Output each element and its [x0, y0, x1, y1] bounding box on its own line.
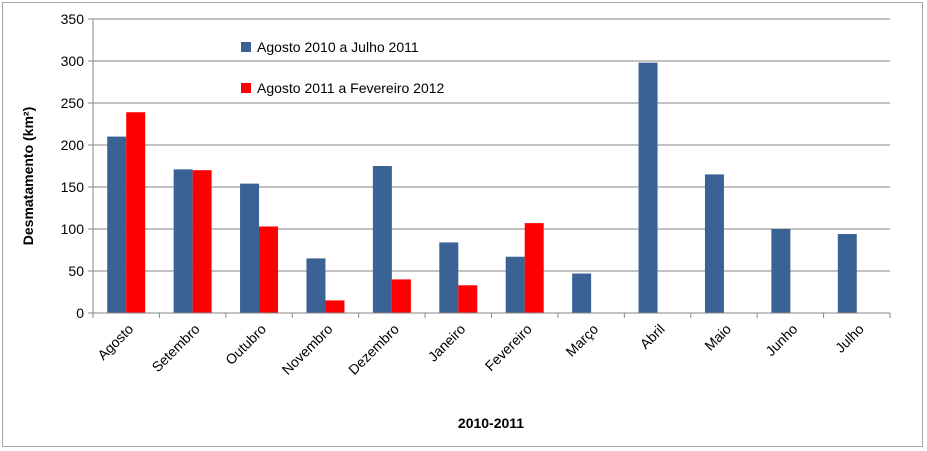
legend: Agosto 2010 a Julho 2011 Agosto 2011 a F…	[241, 39, 445, 96]
gridlines	[93, 18, 890, 272]
bar-series-1-junho	[771, 229, 791, 313]
bar-series-1-outubro	[240, 183, 260, 313]
x-tick-label: Setembro	[149, 321, 203, 375]
x-tick-label: Julho	[832, 321, 867, 356]
bar-series-2-janeiro	[458, 285, 478, 313]
axes	[92, 19, 890, 314]
y-tick-label: 100	[61, 221, 85, 237]
bar-series-2-fevereiro	[524, 223, 544, 313]
y-tick-label: 250	[61, 95, 85, 111]
x-tick-label: Fevereiro	[482, 321, 535, 374]
y-tick-label: 200	[61, 137, 85, 153]
bar-series-1-fevereiro	[505, 256, 525, 313]
y-tick-label: 350	[61, 11, 85, 27]
x-tick-label: Janeiro	[425, 321, 469, 365]
y-axis-title: Desmatamento (km²)	[20, 107, 36, 245]
y-tick-label: 0	[76, 305, 84, 321]
x-tick-label: Maio	[701, 321, 734, 354]
x-tick-label: Novembro	[279, 321, 336, 378]
legend-swatch-series-2	[241, 83, 251, 93]
y-tick-label: 50	[68, 263, 84, 279]
bar-series-2-novembro	[325, 300, 345, 313]
bar-series-1-abril	[638, 62, 658, 314]
bar-series-1-maio	[704, 174, 724, 313]
legend-swatch-series-1	[241, 42, 251, 52]
legend-label-series-2: Agosto 2011 a Fevereiro 2012	[257, 80, 445, 96]
y-tick-labels: 0 50 100 150 200 250 300 350	[61, 11, 93, 321]
y-tick-label: 300	[61, 53, 85, 69]
bar-series-1-setembro	[173, 169, 193, 313]
x-tick-label: Abril	[637, 321, 668, 352]
bar-series-2-outubro	[259, 226, 279, 313]
x-tick-label: Março	[562, 321, 601, 360]
bar-series-2-dezembro	[391, 279, 411, 313]
x-tick-label: Dezembro	[345, 321, 402, 378]
bar-series-1-agosto	[107, 136, 127, 313]
legend-label-series-1: Agosto 2010 a Julho 2011	[257, 39, 419, 55]
x-tick-label: Junho	[762, 321, 800, 359]
x-tick-label: Outubro	[222, 321, 269, 368]
bar-series-1-janeiro	[439, 242, 459, 313]
bar-series-1-dezembro	[372, 166, 392, 313]
x-tick-label: Agosto	[94, 321, 136, 363]
bar-series-1-novembro	[306, 258, 326, 313]
bar-series-2-agosto	[126, 112, 146, 314]
bar-series-2-setembro	[192, 170, 212, 313]
bar-series-1-julho	[837, 234, 857, 313]
x-axis-title: 2010-2011	[458, 415, 524, 431]
bar-series-1-março	[572, 273, 592, 313]
x-tick-labels: Agosto Setembro Outubro Novembro Dezembro Jan…	[92, 313, 891, 378]
y-tick-label: 150	[61, 179, 85, 195]
bars	[107, 62, 857, 314]
